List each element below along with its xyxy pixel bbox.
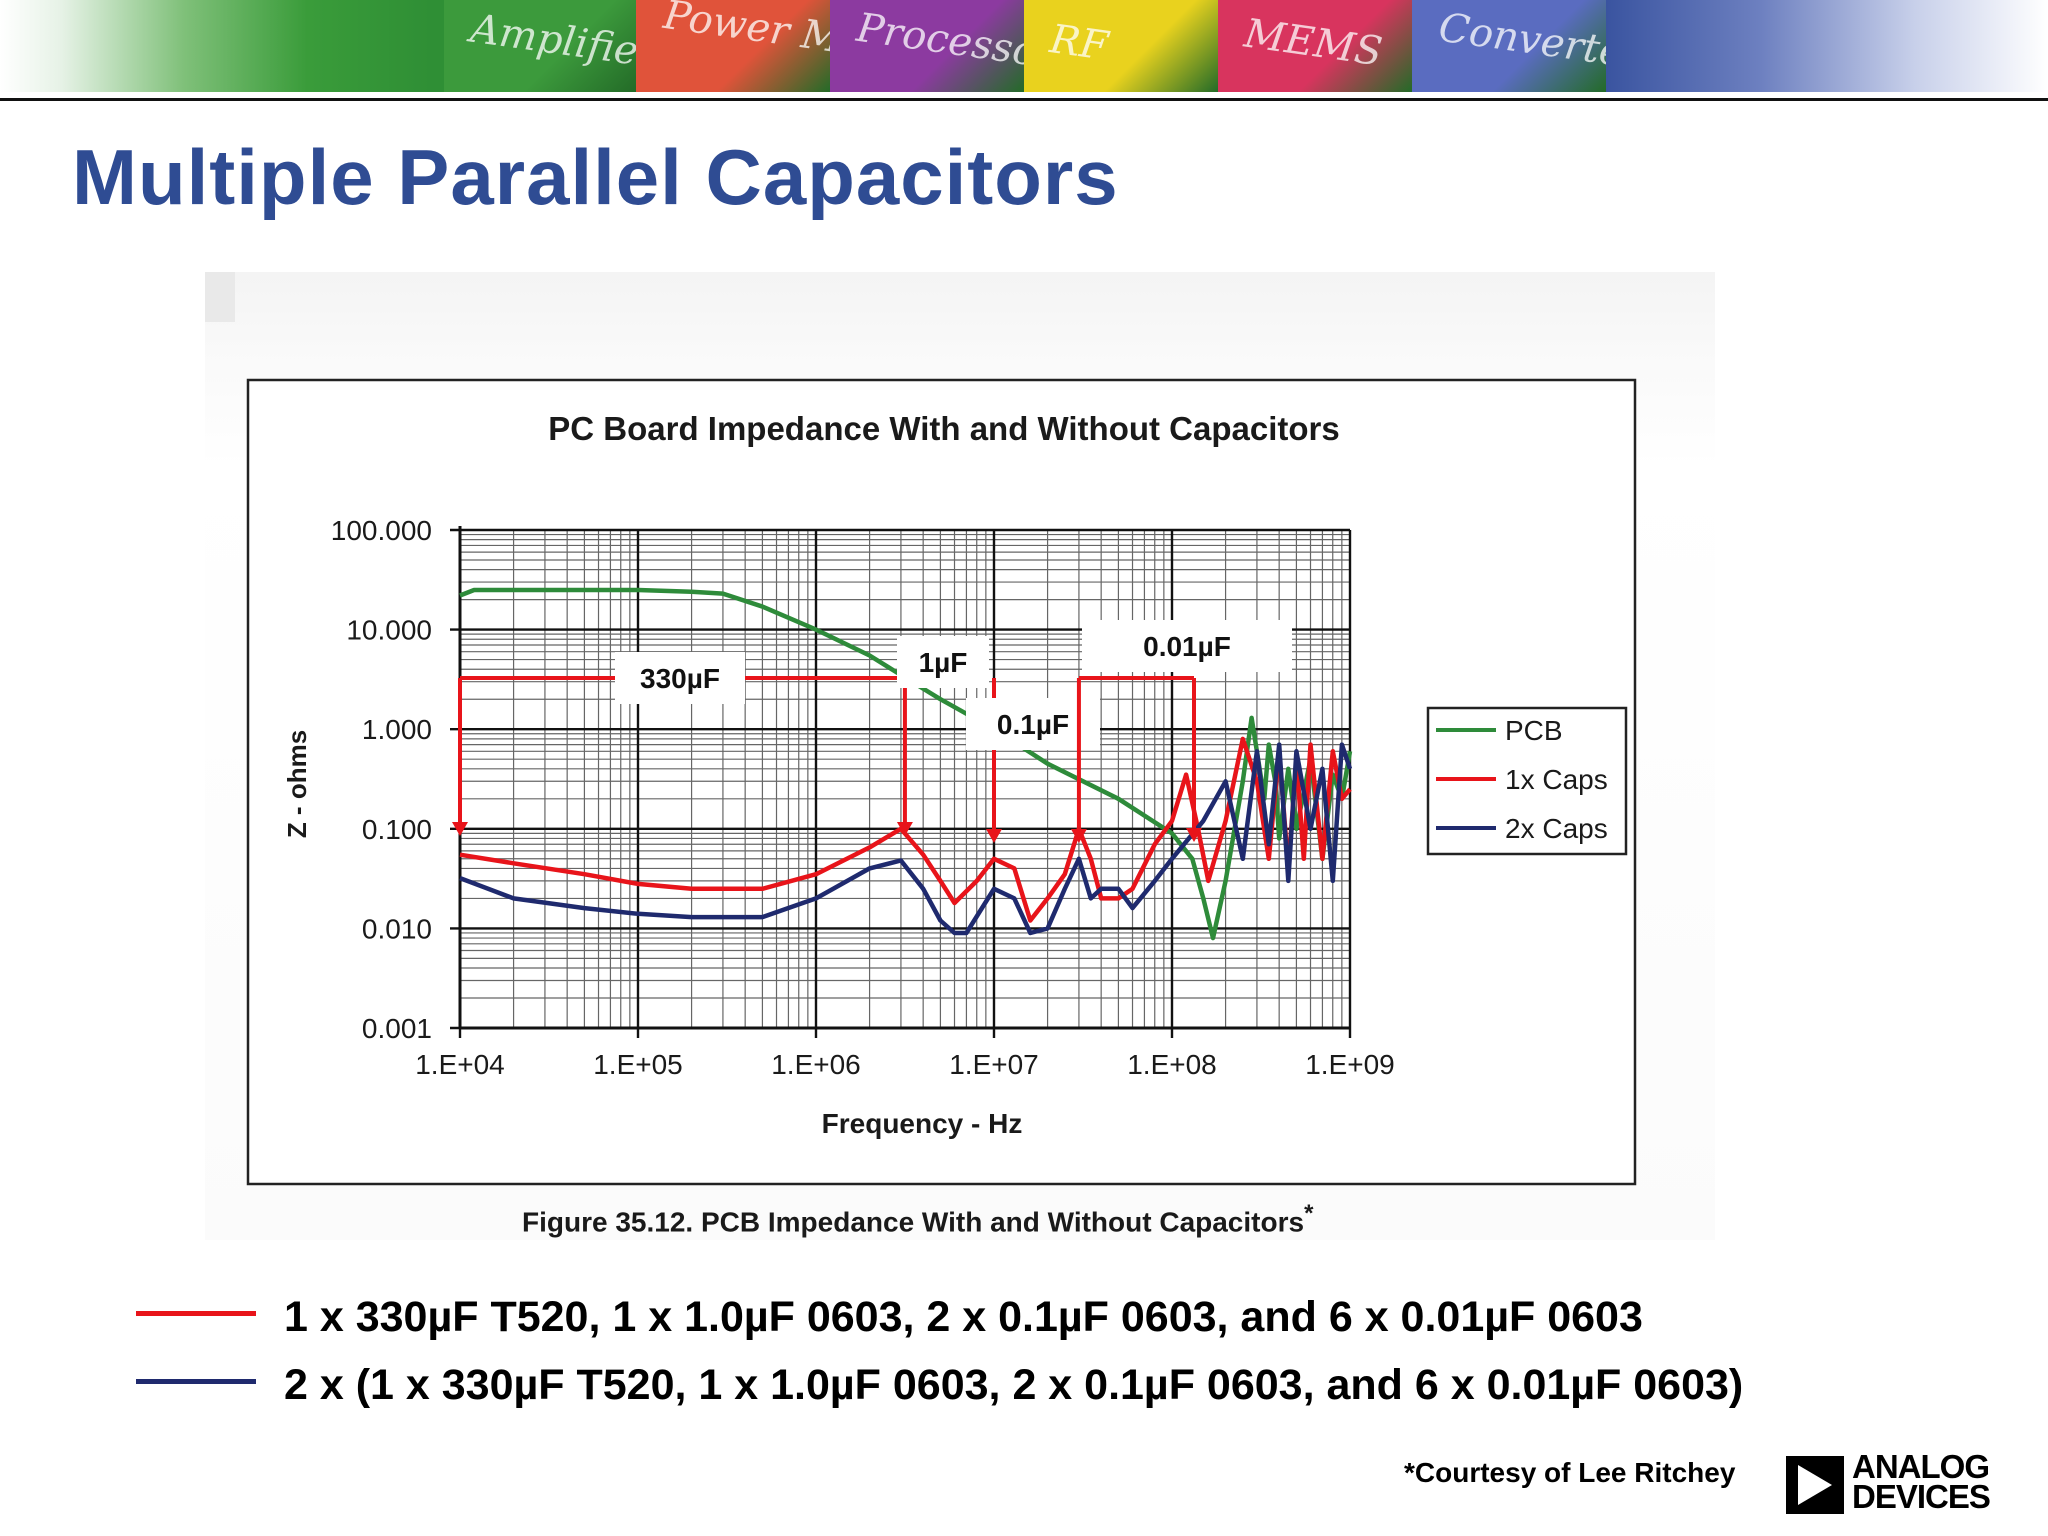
x-tick-label: 1.E+09 xyxy=(1305,1049,1395,1080)
chart-frame xyxy=(246,378,1637,1186)
legend-key-red-line xyxy=(136,1311,256,1316)
annotation-arrow-head xyxy=(1186,828,1202,842)
x-tick-label: 1.E+04 xyxy=(415,1049,505,1080)
legend-label: PCB xyxy=(1505,715,1563,746)
figure-caption-text: Figure 35.12. PCB Impedance With and Wit… xyxy=(522,1206,1305,1238)
annotation-label-box xyxy=(897,636,989,688)
slide-title: Multiple Parallel Capacitors xyxy=(72,133,1119,221)
x-tick-label: 1.E+06 xyxy=(771,1049,861,1080)
y-tick-label: 1.000 xyxy=(362,714,432,745)
y-tick-label: 0.100 xyxy=(362,814,432,845)
annotation-arrow-head xyxy=(1070,829,1087,843)
annotation-label: 0.1µF xyxy=(997,709,1069,740)
logo-line1: ANALOG xyxy=(1852,1448,1990,1485)
annotation-label: 0.01µF xyxy=(1143,631,1231,662)
chart-series xyxy=(459,587,1353,941)
y-tick-label: 10.000 xyxy=(346,615,432,646)
header-banner: Amplifiers Power Management Processors R… xyxy=(0,0,2048,92)
y-tick-label: 0.010 xyxy=(362,913,432,944)
capacitor-annotations: 330µF 1µF 0.1µF 0.01µF xyxy=(452,620,1292,843)
annotation-arrow-head xyxy=(452,822,468,836)
x-tick-label: 1.E+08 xyxy=(1127,1049,1217,1080)
banner-tile-amplifiers: Amplifiers xyxy=(444,0,636,92)
banner-tile-power-management: Power Management xyxy=(636,0,830,92)
logo-line2: DEVICES xyxy=(1852,1478,1991,1515)
figure-caption-mark: * xyxy=(1304,1200,1314,1227)
annotation-label: 330µF xyxy=(640,663,720,694)
scan-edge xyxy=(205,272,235,322)
annotation-label-box xyxy=(615,652,745,704)
figure-caption: Figure 35.12. PCB Impedance With and Wit… xyxy=(522,1200,1313,1238)
courtesy-note: *Courtesy of Lee Ritchey xyxy=(1404,1457,1736,1488)
banner-tile-mems: MEMS xyxy=(1218,0,1412,92)
legend-key-blue-line xyxy=(136,1379,256,1384)
x-axis-label: Frequency - Hz xyxy=(822,1108,1023,1139)
banner-tile-processors: Processors xyxy=(830,0,1024,92)
x-tick-label: 1.E+07 xyxy=(949,1049,1039,1080)
legend-label: 1x Caps xyxy=(1505,764,1608,795)
annotation-label-box xyxy=(1082,620,1292,672)
legend-items: PCB 1x Caps 2x Caps xyxy=(1436,715,1608,844)
y-tick-label: 100.000 xyxy=(331,515,432,546)
banner-tile-rf: RF xyxy=(1024,0,1218,92)
chart-legend: PCB 1x Caps 2x Caps xyxy=(1426,706,1628,856)
analog-devices-logo-icon xyxy=(1786,1456,1844,1514)
legend-label: 2x Caps xyxy=(1505,813,1608,844)
header-rule xyxy=(0,98,2048,101)
y-axis-label: Z - ohms xyxy=(282,730,312,838)
annotation-arrow-head xyxy=(896,822,913,836)
annotation-label: 1µF xyxy=(919,647,968,678)
banner-gradient-end xyxy=(1606,0,2048,92)
legend-desc-2x: 2 x (1 x 330µF T520, 1 x 1.0µF 0603, 2 x… xyxy=(284,1361,1744,1409)
x-tick-label: 1.E+05 xyxy=(593,1049,683,1080)
chart-tick-labels: 1.E+04 1.E+05 1.E+06 1.E+07 1.E+08 1.E+09 100.… xyxy=(331,515,1395,1080)
analog-devices-wordmark: ANALOG DEVICES xyxy=(1852,1448,1991,1515)
banner-tile-converters: Converters xyxy=(1412,0,1606,92)
2x-caps-series-line xyxy=(459,742,1353,936)
legend-desc-1x: 1 x 330µF T520, 1 x 1.0µF 0603, 2 x 0.1µ… xyxy=(284,1293,1643,1341)
chart-title: PC Board Impedance With and Without Capa… xyxy=(548,410,1339,447)
annotation-arrow-head xyxy=(986,829,1002,843)
y-tick-label: 0.001 xyxy=(362,1013,432,1044)
